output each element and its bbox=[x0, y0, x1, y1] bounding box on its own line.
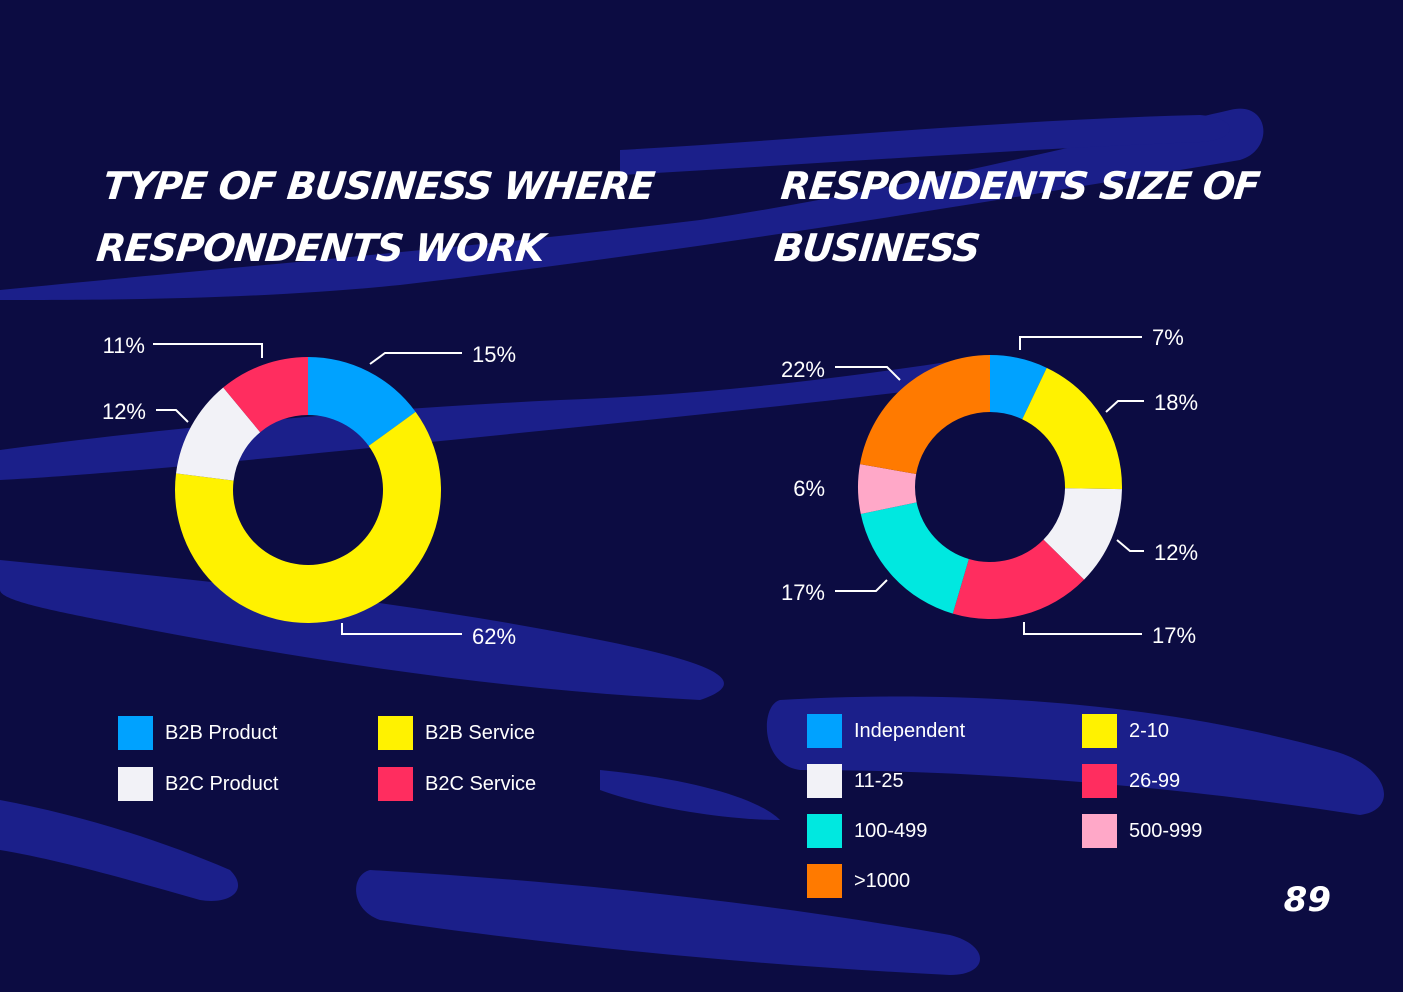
leader-line-11-25 bbox=[1116, 539, 1144, 552]
data-label-1000: 22% bbox=[781, 357, 825, 382]
legend-item-11-25: 11-25 bbox=[807, 764, 904, 798]
leader-line-b2b-service bbox=[341, 623, 462, 635]
legend-label: 2-10 bbox=[1129, 719, 1170, 742]
legend-swatch bbox=[807, 764, 842, 798]
data-label-b2b-product: 15% bbox=[472, 342, 516, 367]
legend-swatch bbox=[118, 767, 153, 801]
legend-label: Independent bbox=[854, 719, 966, 742]
leader-line-1000 bbox=[835, 366, 901, 381]
legend-label: >1000 bbox=[854, 869, 911, 892]
legend-item-500-999: 500-999 bbox=[1082, 814, 1202, 848]
brush-stroke bbox=[620, 115, 1230, 175]
data-label-independent: 7% bbox=[1152, 325, 1184, 350]
legend-label: B2B Service bbox=[425, 721, 536, 744]
donut-chart-business-type: 15% 62% 12% 11% bbox=[102, 333, 516, 649]
legend-label: B2B Product bbox=[165, 721, 278, 744]
legend-item-b2c-product: B2C Product bbox=[118, 767, 278, 801]
legend-label: 26-99 bbox=[1129, 769, 1181, 792]
data-label-11-25: 12% bbox=[1154, 540, 1198, 565]
legend-swatch bbox=[807, 714, 842, 748]
slice-independent bbox=[990, 355, 1047, 420]
leader-line-b2b-product bbox=[369, 352, 462, 365]
legend-label: 11-25 bbox=[854, 769, 904, 792]
legend-label: B2C Service bbox=[425, 772, 537, 795]
leader-line-b2c-service bbox=[153, 343, 263, 358]
data-label-26-99: 17% bbox=[1152, 623, 1196, 648]
slice-2-10 bbox=[1022, 367, 1122, 490]
legend-label: 500-999 bbox=[1129, 819, 1203, 842]
brush-stroke bbox=[0, 800, 239, 901]
slice-b2b-product bbox=[308, 357, 416, 446]
legend-item-b2b-service: B2B Service bbox=[378, 716, 535, 750]
legend-swatch bbox=[1082, 714, 1117, 748]
brush-stroke bbox=[600, 770, 780, 820]
data-label-b2c-service: 11% bbox=[103, 333, 145, 358]
slice-1000 bbox=[860, 355, 990, 474]
brush-stroke bbox=[0, 108, 1264, 301]
slice-26-99 bbox=[952, 539, 1085, 620]
leader-line-2-10 bbox=[1105, 400, 1144, 413]
data-label-b2c-product: 12% bbox=[102, 399, 146, 424]
leader-line-b2c-product bbox=[156, 409, 189, 423]
legend-item-2-10: 2-10 bbox=[1082, 714, 1169, 748]
legend-swatch bbox=[378, 716, 413, 750]
leader-line-independent bbox=[1019, 336, 1142, 350]
legend-item-100-499: 100-499 bbox=[807, 814, 927, 848]
donut-chart-business-size: 7% 18% 12% 17% 17% 6% 22% bbox=[781, 325, 1198, 648]
brush-stroke bbox=[0, 560, 724, 700]
leader-line-100-499 bbox=[835, 579, 888, 592]
slice-500-999 bbox=[858, 464, 917, 515]
legend-item-b2b-product: B2B Product bbox=[118, 716, 277, 750]
data-label-500-999: 6% bbox=[793, 476, 825, 501]
legend-item-independent: Independent bbox=[807, 714, 965, 748]
slice-100-499 bbox=[860, 502, 969, 614]
slice-b2b-service bbox=[175, 411, 442, 624]
brush-stroke bbox=[0, 359, 990, 480]
legend-item-1000: >1000 bbox=[807, 864, 910, 898]
legend-label: B2C Product bbox=[165, 772, 279, 795]
slice-b2c-service bbox=[223, 357, 308, 433]
slice-b2c-product bbox=[176, 387, 261, 481]
legend-label: 100-499 bbox=[854, 819, 928, 842]
legend-swatch bbox=[807, 864, 842, 898]
leader-line-26-99 bbox=[1023, 622, 1142, 635]
legend-swatch bbox=[118, 716, 153, 750]
data-label-100-499: 17% bbox=[781, 580, 825, 605]
data-label-2-10: 18% bbox=[1154, 390, 1198, 415]
data-label-b2b-service: 62% bbox=[472, 624, 516, 649]
legend-item-26-99: 26-99 bbox=[1082, 764, 1180, 798]
legend-swatch bbox=[1082, 814, 1117, 848]
slice-11-25 bbox=[1043, 488, 1122, 580]
brush-stroke bbox=[766, 696, 1384, 815]
page-number: 89 bbox=[1283, 880, 1331, 920]
legend-swatch bbox=[1082, 764, 1117, 798]
brush-stroke bbox=[356, 870, 980, 975]
legend-swatch bbox=[378, 767, 413, 801]
legend-swatch bbox=[807, 814, 842, 848]
legend-item-b2c-service: B2C Service bbox=[378, 767, 536, 801]
